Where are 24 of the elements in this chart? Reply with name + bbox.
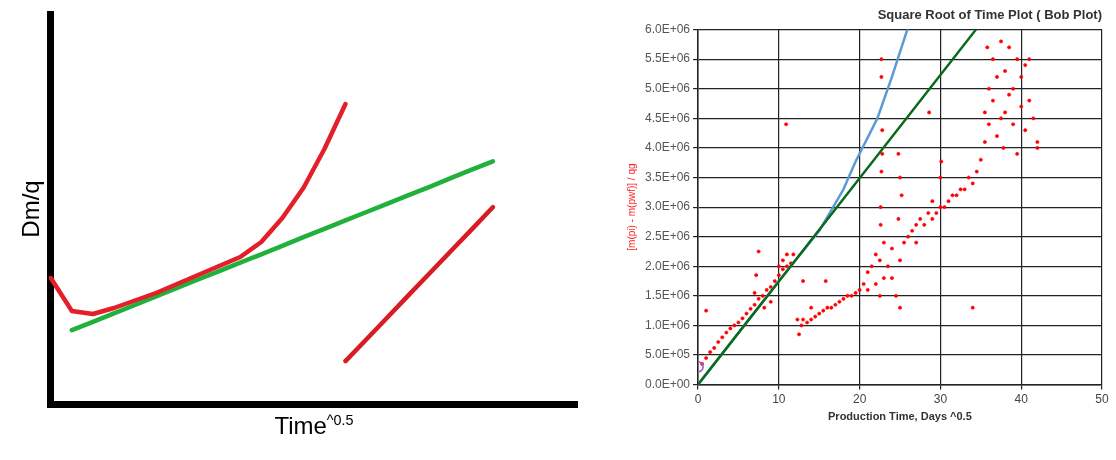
y-tick-label: 2.0E+06 xyxy=(644,258,691,273)
x-tick-label: 50 xyxy=(1095,392,1109,407)
x-tick-label: 10 xyxy=(772,392,786,407)
y-tick-label: 0.0E+00 xyxy=(644,376,691,391)
x-axis-title: Time$^{^0.5}$ xyxy=(274,412,354,440)
y-tick-label: 6.0E+06 xyxy=(644,21,691,36)
y-tick-label: 3.5E+06 xyxy=(644,169,691,184)
y-tick-label: 5.5E+06 xyxy=(644,51,691,66)
x-axis-title: Production Time, Days ^0.5 xyxy=(828,410,972,422)
y-tick-label: 3.0E+06 xyxy=(644,199,691,214)
y-tick-label: 2.5E+06 xyxy=(644,229,691,243)
x-tick-label: 40 xyxy=(1014,392,1029,407)
y-tick-label: 4.0E+06 xyxy=(644,140,691,155)
y-tick-label: 5.0E+05 xyxy=(644,347,691,362)
x-tick-label: 20 xyxy=(852,392,867,407)
y-tick-label: 4.5E+06 xyxy=(644,110,691,125)
y-axis-title: Dm/q xyxy=(17,180,45,238)
y-axis-title: [m(pi) - m(pwf)] / qg xyxy=(625,163,637,251)
x-tick-label: 30 xyxy=(933,392,948,407)
y-tick-label: 5.0E+06 xyxy=(644,81,691,96)
x-tick-label: 0 xyxy=(694,392,702,407)
y-tick-label: 1.5E+06 xyxy=(644,288,691,303)
y-tick-label: 1.0E+06 xyxy=(644,317,691,332)
chart-title: Square Root of Time Plot ( Bob Plot) xyxy=(877,7,1102,23)
